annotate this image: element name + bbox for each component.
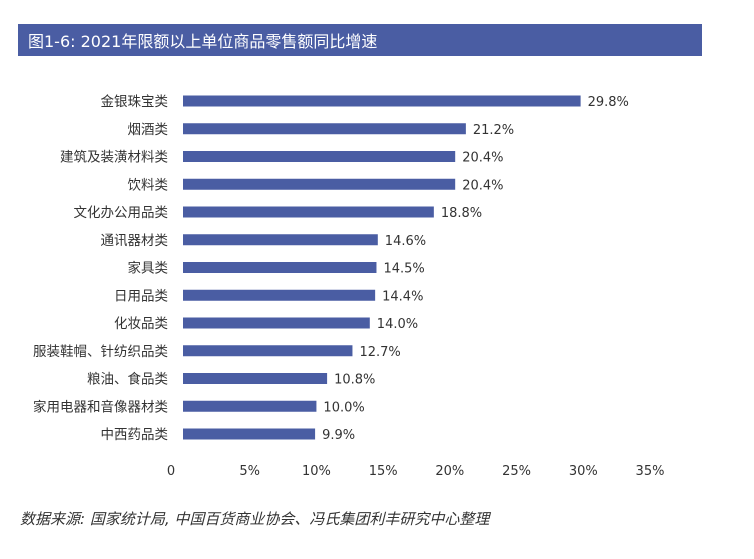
category-label: 家用电器和音像器材类 [33, 398, 168, 415]
bar [183, 428, 316, 440]
x-tick-label: 30% [569, 464, 598, 479]
bar-chart: 金银珠宝类烟酒类建筑及装潢材料类饮料类文化办公用品类通讯器材类家具类日用品类化妆… [33, 94, 665, 479]
x-tick-label: 5% [239, 464, 260, 479]
bar [183, 400, 317, 412]
category-label: 饮料类 [128, 177, 169, 193]
category-label: 文化办公用品类 [74, 205, 169, 221]
category-label: 中西药品类 [101, 427, 169, 443]
category-label: 通讯器材类 [101, 233, 169, 249]
bar [183, 95, 581, 107]
bar [183, 317, 370, 329]
x-axis-ticks: 0 5% 10% 15% 20% 25% 30% 35% [167, 464, 665, 479]
bar [183, 345, 353, 357]
x-tick-label: 0 [167, 464, 175, 479]
bar [183, 123, 466, 135]
category-label: 日用品类 [114, 288, 168, 304]
value-label: 14.4% [382, 289, 423, 304]
value-label: 18.8% [441, 206, 482, 221]
bars [183, 95, 581, 440]
category-label: 烟酒类 [128, 122, 169, 138]
x-tick-label: 35% [636, 464, 665, 479]
value-label: 12.7% [359, 345, 400, 360]
category-label: 金银珠宝类 [101, 94, 169, 110]
bar [183, 206, 434, 218]
value-label: 20.4% [462, 151, 503, 166]
value-label: 14.5% [383, 262, 424, 277]
bar [183, 289, 376, 301]
source-note: 数据来源: 国家统计局, 中国百货商业协会、冯氏集团利丰研究中心整理 [20, 510, 490, 528]
value-label: 14.6% [385, 234, 426, 249]
bar [183, 373, 328, 384]
x-tick-label: 20% [435, 464, 464, 479]
value-label: 14.0% [377, 317, 418, 332]
bar [183, 178, 456, 190]
value-label: 9.9% [322, 428, 355, 443]
bar [183, 234, 378, 246]
x-tick-label: 25% [502, 464, 531, 479]
category-label: 建筑及装潢材料类 [60, 150, 168, 166]
category-label: 服装鞋帽、针纺织品类 [33, 344, 168, 360]
category-label: 家具类 [128, 260, 169, 277]
category-labels: 金银珠宝类烟酒类建筑及装潢材料类饮料类文化办公用品类通讯器材类家具类日用品类化妆… [33, 94, 168, 443]
x-tick-label: 15% [369, 464, 398, 479]
x-tick-label: 10% [302, 464, 331, 479]
chart-title: 图1-6: 2021年限额以上单位商品零售额同比增速 [28, 32, 378, 51]
value-label: 29.8% [588, 95, 629, 110]
title-bar: 图1-6: 2021年限额以上单位商品零售额同比增速 [18, 24, 702, 56]
bar [183, 262, 377, 273]
category-label: 粮油、食品类 [87, 371, 168, 388]
value-label: 10.0% [323, 400, 364, 415]
value-labels: 29.8% 21.2% 20.4% 20.4% 18.8% 14.6% 14.5% 14.4%… [322, 95, 629, 443]
value-label: 20.4% [462, 178, 503, 193]
value-label: 10.8% [334, 373, 375, 388]
category-label: 化妆品类 [114, 316, 168, 332]
bar [183, 151, 456, 162]
value-label: 21.2% [473, 123, 514, 138]
